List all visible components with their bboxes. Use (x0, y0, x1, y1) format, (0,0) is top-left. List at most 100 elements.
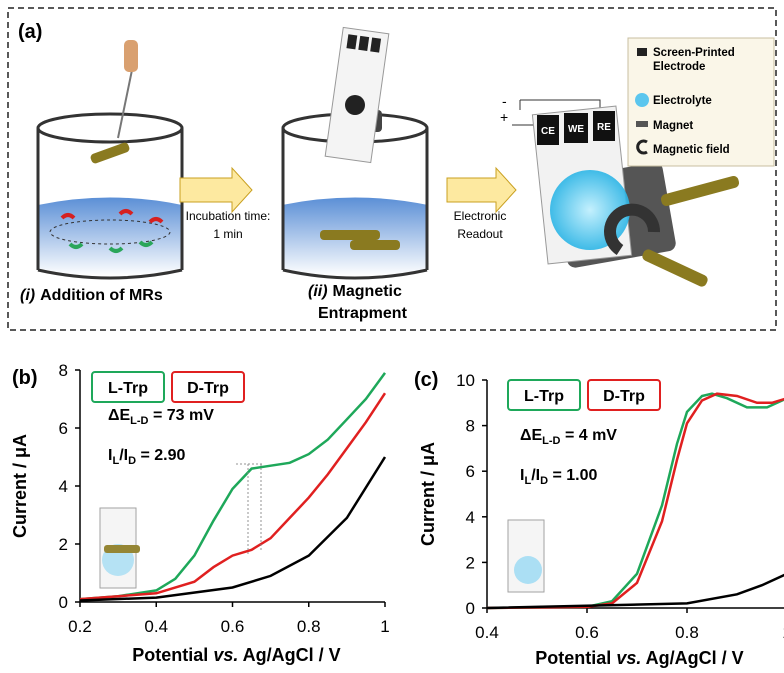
arrow-label: Electronic (454, 209, 507, 223)
x-tick-label: 0.6 (575, 623, 599, 642)
x-axis-label: Potential vs. Ag/AgCl / V (132, 645, 340, 665)
polarity: - (502, 93, 507, 109)
y-tick-label: 10 (456, 371, 475, 390)
annotation-part: = 1.00 (548, 467, 597, 484)
legend-label: L-Trp (108, 380, 148, 397)
electrode-label: CE (541, 126, 555, 137)
x-tick-label: 0.4 (144, 617, 168, 636)
arrow (446, 166, 517, 214)
x-axis-label: Potential vs. Ag/AgCl / V (535, 648, 743, 668)
electrode-label: WE (568, 124, 584, 135)
x-axis-label-part: Potential (132, 645, 213, 665)
step-numeral: (i) (20, 287, 35, 304)
subscript: L (524, 475, 531, 487)
legend-icon (636, 139, 648, 155)
arrow-label: Incubation time: (186, 209, 271, 223)
annotation-part: ΔE (108, 407, 131, 424)
annotation: IL/ID = 1.00 (520, 467, 598, 487)
subscript: D (540, 475, 548, 487)
x-tick-label: 1 (782, 623, 784, 642)
legend-icon (637, 48, 647, 56)
y-tick-label: 2 (466, 553, 475, 572)
y-tick-label: 6 (59, 419, 68, 438)
y-tick-label: 0 (466, 599, 475, 618)
y-tick-label: 0 (59, 593, 68, 612)
annotation-part: = 73 mV (149, 407, 215, 424)
arrow (179, 166, 253, 214)
legend-box (171, 371, 245, 403)
electrode-label: RE (597, 122, 611, 133)
x-tick-label: 1 (380, 617, 389, 636)
y-tick-label: 6 (466, 462, 475, 481)
legend-text: Electrode (653, 61, 705, 73)
annotation: ΔEL-D = 4 mV (520, 427, 617, 447)
x-axis-label-part: vs. (616, 648, 641, 668)
sensor (512, 99, 740, 287)
legend-label: D-Trp (603, 388, 645, 405)
arrow-label: Readout (457, 227, 503, 241)
step-text: Magnetic (333, 283, 402, 300)
annotation: IL/ID = 2.90 (108, 447, 186, 467)
y-tick-label: 4 (466, 508, 475, 527)
x-tick-label: 0.8 (675, 623, 699, 642)
data-line (80, 392, 387, 601)
legend-icon (636, 121, 648, 127)
panel-label: (c) (414, 369, 438, 391)
polarity: + (500, 109, 508, 125)
y-tick-label: 2 (59, 535, 68, 554)
subscript: L-D (130, 415, 148, 427)
data-line (487, 573, 784, 610)
legend-box (627, 37, 775, 167)
annotation-part: /I (119, 447, 128, 464)
beaker (281, 26, 429, 280)
y-axis-label: Current / μA (10, 434, 30, 538)
legend-label: L-Trp (524, 388, 564, 405)
subscript: L (112, 455, 119, 467)
data-line (487, 392, 784, 610)
legend-text: Screen-Printed (653, 47, 735, 59)
x-axis-label-part: Ag/AgCl / V (641, 648, 743, 668)
y-tick-label: 8 (59, 361, 68, 380)
annotation-part: I (520, 467, 524, 484)
annotation-part: I (108, 447, 112, 464)
subscript: L-D (542, 435, 560, 447)
x-tick-label: 0.6 (221, 617, 245, 636)
legend-box (587, 379, 661, 411)
legend-box (507, 379, 581, 411)
step-numeral: (ii) (308, 283, 328, 300)
legend-label: D-Trp (187, 380, 229, 397)
panel-border (7, 7, 777, 331)
annotation-part: = 4 mV (561, 427, 618, 444)
data-line (80, 456, 387, 602)
x-axis-label-part: Potential (535, 648, 616, 668)
subscript: D (128, 455, 136, 467)
legend-text: Magnet (653, 120, 693, 132)
x-tick-label: 0.2 (68, 617, 92, 636)
step-label: (ii) Magnetic (308, 283, 402, 300)
y-axis-label: Current / μA (418, 442, 438, 546)
arrow-label: 1 min (213, 227, 242, 241)
annotation: ΔEL-D = 73 mV (108, 407, 214, 427)
y-tick-label: 4 (59, 477, 68, 496)
legend-box (91, 371, 165, 403)
x-axis-label-part: vs. (213, 645, 238, 665)
data-line (80, 372, 387, 601)
step-text: Addition of MRs (40, 287, 163, 304)
step-label: (i) Addition of MRs (20, 287, 163, 304)
y-tick-label: 8 (466, 417, 475, 436)
x-tick-label: 0.4 (475, 623, 499, 642)
annotation-part: = 2.90 (136, 447, 185, 464)
annotation-part: /I (531, 467, 540, 484)
step-text: Entrapment (318, 305, 408, 322)
beaker (36, 40, 184, 280)
legend-text: Electrolyte (653, 95, 712, 107)
legend-text: Magnetic field (653, 144, 730, 156)
data-line (487, 392, 784, 610)
annotation-part: ΔE (520, 427, 543, 444)
x-tick-label: 0.8 (297, 617, 321, 636)
legend-icon (635, 93, 649, 107)
x-axis-label-part: Ag/AgCl / V (238, 645, 340, 665)
panel-label: (b) (12, 367, 38, 389)
